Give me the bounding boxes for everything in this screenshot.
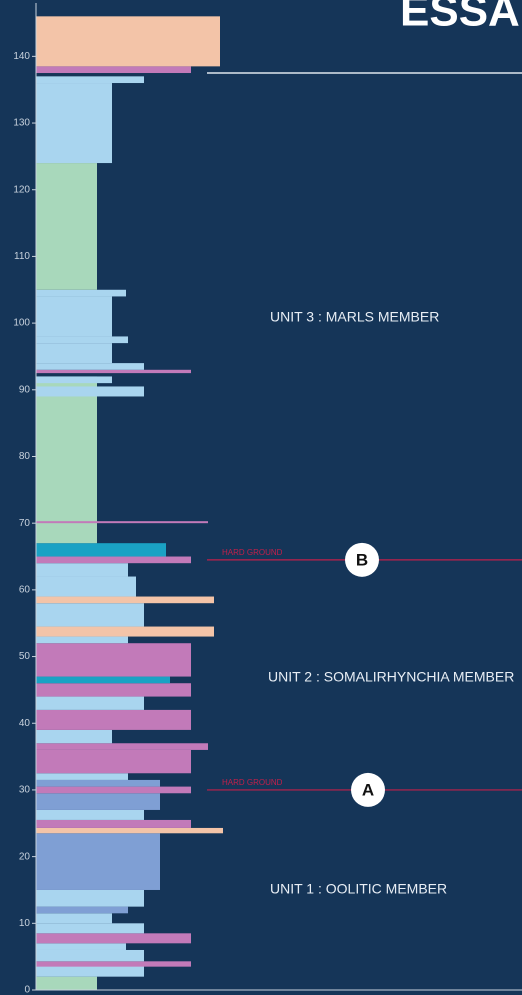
layer xyxy=(36,521,208,524)
layer xyxy=(36,543,166,557)
marker-label: A xyxy=(362,780,374,799)
layer xyxy=(36,343,112,364)
layer xyxy=(36,961,191,967)
layer xyxy=(36,949,144,962)
layer xyxy=(36,793,160,810)
y-tick-label: 110 xyxy=(14,251,30,262)
layer xyxy=(36,386,144,397)
unit-label: UNIT 3 : MARLS MEMBER xyxy=(270,309,439,325)
layer xyxy=(36,773,128,780)
layer xyxy=(36,369,191,374)
y-tick-label: 80 xyxy=(19,451,31,462)
layer xyxy=(36,906,128,914)
layer xyxy=(36,576,136,597)
layer xyxy=(36,163,97,290)
layer xyxy=(36,296,112,337)
marker-label: B xyxy=(356,550,368,569)
layer xyxy=(36,336,128,344)
unit-label: UNIT 1 : OOLITIC MEMBER xyxy=(270,881,447,897)
chart-title: ESSA xyxy=(400,0,520,36)
y-tick-label: 60 xyxy=(19,585,31,596)
layer xyxy=(36,683,191,697)
marker-circle xyxy=(345,542,379,577)
y-tick-label: 70 xyxy=(19,518,31,529)
layer xyxy=(36,596,214,604)
layer xyxy=(36,289,126,297)
layer xyxy=(36,16,220,67)
layer xyxy=(36,827,223,834)
layer xyxy=(36,376,97,544)
layer xyxy=(36,76,144,84)
layer xyxy=(36,809,144,820)
layer xyxy=(36,786,191,794)
layer xyxy=(36,923,144,934)
layer xyxy=(36,819,191,828)
layer xyxy=(36,729,112,744)
unit-label: UNIT 2 : SOMALIRHYNCHIA MEMBER xyxy=(268,669,514,685)
layer xyxy=(36,976,97,990)
layer xyxy=(36,743,208,750)
y-tick-label: 100 xyxy=(13,318,30,329)
layer xyxy=(36,626,214,637)
y-tick-label: 50 xyxy=(19,651,31,662)
layer xyxy=(36,376,112,384)
hard-ground-label: HARD GROUND xyxy=(222,548,283,557)
layer xyxy=(36,889,144,907)
layer xyxy=(36,676,170,684)
layer xyxy=(36,563,128,577)
layer xyxy=(36,779,160,787)
marker-circle xyxy=(351,772,385,807)
layer xyxy=(36,643,191,677)
layer xyxy=(36,556,191,564)
y-tick-label: 10 xyxy=(19,918,31,929)
y-tick-label: 20 xyxy=(19,851,31,862)
y-tick-label: 30 xyxy=(19,785,31,796)
layer xyxy=(36,696,144,710)
y-tick-label: 40 xyxy=(19,718,31,729)
y-tick-label: 0 xyxy=(24,985,30,995)
layer xyxy=(36,913,112,924)
layer xyxy=(36,833,160,890)
y-tick-label: 90 xyxy=(19,384,31,395)
layer xyxy=(36,636,128,644)
layer xyxy=(36,709,191,730)
layer xyxy=(36,933,191,944)
layer xyxy=(36,943,126,950)
y-tick-label: 130 xyxy=(13,118,30,129)
hard-ground-label: HARD GROUND xyxy=(222,778,283,787)
layer xyxy=(36,749,191,774)
layer xyxy=(36,603,144,627)
layer xyxy=(36,363,144,370)
layer xyxy=(36,83,112,164)
y-tick-label: 120 xyxy=(13,184,30,195)
y-tick-label: 140 xyxy=(13,51,30,62)
layer xyxy=(36,66,191,74)
